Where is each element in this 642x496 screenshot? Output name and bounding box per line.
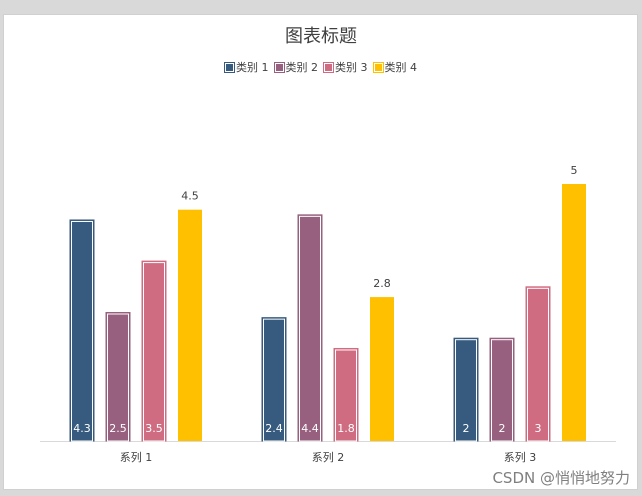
data-label-2-2: 4.4: [301, 422, 319, 435]
legend-item-1: 类别 1: [224, 59, 269, 75]
legend-swatch-3: [323, 61, 334, 73]
chart-title: 图表标题: [285, 26, 357, 47]
bar-inner-border-2-2: [299, 215, 321, 442]
bar-2-2: [297, 214, 323, 442]
bar-inner-border-1-3: [455, 339, 477, 442]
bar-inner-border-3-1: [143, 262, 165, 442]
bar-4-2: [370, 297, 394, 441]
legend-swatch-4: [372, 61, 384, 73]
x-tick-label-3: 系列 3: [504, 450, 537, 464]
bar-inner-border-3-3: [527, 287, 549, 442]
bar-inner-border-2-3: [491, 339, 513, 442]
bar-inner-border-1-1: [71, 220, 93, 442]
bar-3-1: [141, 260, 167, 442]
bar-inner-border-2-1: [107, 313, 129, 442]
legend-item-2: 类别 2: [273, 59, 319, 75]
data-label-4-2: 2.8: [373, 277, 391, 290]
bar-3-2: [333, 347, 359, 442]
x-tick-label-2: 系列 2: [312, 450, 345, 464]
bar-3-3: [525, 286, 551, 442]
legend-label-3: 类别 3: [335, 61, 368, 74]
legend-swatch-1: [224, 61, 235, 73]
bar-1-3: [453, 337, 479, 442]
x-tick-label-1: 系列 1: [120, 450, 153, 464]
data-label-1-1: 4.3: [73, 422, 91, 435]
bar-inner-border-1-2: [263, 318, 285, 442]
bar-4-1: [178, 209, 202, 441]
chart-legend: 类别 1 类别 2 类别 3 类别 4: [0, 59, 642, 75]
legend-label-1: 类别 1: [236, 61, 269, 74]
bar-1-2: [261, 317, 287, 442]
watermark: CSDN @悄悄地努力: [492, 469, 630, 487]
legend-label-4: 类别 4: [384, 61, 418, 74]
bar-4-3: [562, 184, 586, 441]
data-label-1-2: 2.4: [265, 422, 283, 435]
legend-item-4: 类别 4: [372, 59, 418, 75]
data-label-3-3: 3: [535, 422, 542, 435]
data-label-2-3: 2: [499, 422, 506, 435]
bar-1-1: [69, 219, 95, 442]
legend-item-3: 类别 3: [323, 59, 368, 75]
legend-swatch-2: [273, 61, 285, 73]
legend-label-2: 类别 2: [285, 61, 319, 74]
bar-2-1: [105, 312, 131, 442]
bar-inner-border-3-2: [335, 349, 357, 442]
bar-2-3: [489, 337, 515, 442]
data-label-1-3: 2: [463, 422, 470, 435]
data-label-4-3: 5: [571, 164, 578, 177]
data-label-2-1: 2.5: [109, 422, 127, 435]
data-label-3-1: 3.5: [145, 422, 163, 435]
data-label-4-1: 4.5: [181, 190, 199, 203]
data-label-3-2: 1.8: [337, 422, 355, 435]
